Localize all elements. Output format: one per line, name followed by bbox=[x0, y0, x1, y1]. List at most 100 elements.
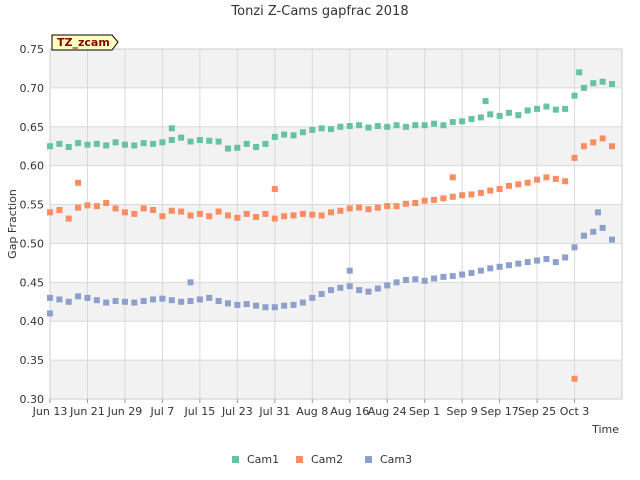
data-point[interactable] bbox=[552, 106, 559, 113]
data-point[interactable] bbox=[234, 301, 241, 308]
data-point[interactable] bbox=[299, 129, 306, 136]
data-point[interactable] bbox=[159, 139, 166, 146]
data-point[interactable] bbox=[590, 139, 597, 146]
data-point[interactable] bbox=[393, 279, 400, 286]
data-point[interactable] bbox=[131, 142, 138, 149]
data-point[interactable] bbox=[487, 265, 494, 272]
data-point[interactable] bbox=[93, 203, 100, 210]
data-point[interactable] bbox=[271, 304, 278, 311]
data-point[interactable] bbox=[47, 310, 53, 317]
data-point[interactable] bbox=[477, 267, 484, 274]
data-point[interactable] bbox=[562, 105, 569, 112]
data-point[interactable] bbox=[449, 273, 456, 280]
data-point[interactable] bbox=[374, 123, 381, 129]
data-point[interactable] bbox=[477, 114, 484, 121]
data-point[interactable] bbox=[281, 213, 288, 220]
data-point[interactable] bbox=[477, 189, 484, 196]
data-point[interactable] bbox=[224, 212, 231, 219]
data-point[interactable] bbox=[346, 123, 353, 129]
data-point[interactable] bbox=[243, 140, 250, 147]
data-point[interactable] bbox=[131, 299, 138, 306]
data-point[interactable] bbox=[140, 140, 147, 147]
data-point[interactable] bbox=[253, 214, 260, 220]
data-point[interactable] bbox=[271, 133, 278, 140]
data-point[interactable] bbox=[75, 179, 82, 186]
data-point[interactable] bbox=[599, 224, 606, 231]
data-point[interactable] bbox=[431, 196, 438, 203]
data-point[interactable] bbox=[187, 212, 194, 219]
legend-item-cam1[interactable]: Cam1 bbox=[232, 453, 279, 466]
data-point[interactable] bbox=[234, 144, 241, 151]
data-point[interactable] bbox=[271, 215, 278, 222]
data-point[interactable] bbox=[496, 112, 503, 119]
data-point[interactable] bbox=[318, 291, 325, 297]
data-point[interactable] bbox=[576, 69, 583, 76]
data-point[interactable] bbox=[47, 294, 53, 301]
data-point[interactable] bbox=[524, 259, 531, 266]
data-point[interactable] bbox=[412, 276, 419, 283]
data-point[interactable] bbox=[459, 192, 466, 199]
data-point[interactable] bbox=[150, 207, 157, 213]
data-point[interactable] bbox=[56, 207, 63, 213]
data-point[interactable] bbox=[590, 228, 597, 235]
data-point[interactable] bbox=[103, 299, 110, 306]
data-point[interactable] bbox=[496, 186, 503, 192]
data-point[interactable] bbox=[571, 154, 578, 161]
data-point[interactable] bbox=[299, 210, 306, 217]
data-point[interactable] bbox=[543, 256, 550, 262]
data-point[interactable] bbox=[609, 143, 615, 150]
data-point[interactable] bbox=[487, 187, 494, 194]
data-point[interactable] bbox=[224, 145, 231, 152]
data-point[interactable] bbox=[290, 212, 297, 219]
data-point[interactable] bbox=[431, 275, 438, 282]
data-point[interactable] bbox=[206, 137, 213, 144]
data-point[interactable] bbox=[505, 109, 512, 116]
data-point[interactable] bbox=[318, 212, 325, 219]
data-point[interactable] bbox=[552, 175, 559, 182]
data-point[interactable] bbox=[196, 137, 203, 143]
data-point[interactable] bbox=[281, 131, 288, 138]
data-point[interactable] bbox=[599, 78, 606, 85]
data-point[interactable] bbox=[103, 200, 110, 206]
data-point[interactable] bbox=[112, 298, 119, 304]
data-point[interactable] bbox=[93, 297, 100, 304]
data-point[interactable] bbox=[75, 140, 82, 147]
data-point[interactable] bbox=[168, 137, 175, 143]
data-point[interactable] bbox=[449, 174, 456, 181]
data-point[interactable] bbox=[421, 277, 428, 284]
data-point[interactable] bbox=[487, 111, 494, 118]
data-point[interactable] bbox=[421, 122, 428, 129]
data-point[interactable] bbox=[253, 144, 260, 150]
data-point[interactable] bbox=[224, 300, 231, 307]
data-point[interactable] bbox=[412, 122, 419, 129]
data-point[interactable] bbox=[571, 244, 578, 251]
data-point[interactable] bbox=[262, 304, 269, 311]
data-point[interactable] bbox=[459, 271, 466, 278]
data-point[interactable] bbox=[505, 262, 512, 269]
data-point[interactable] bbox=[562, 178, 569, 185]
data-point[interactable] bbox=[449, 119, 456, 126]
data-point[interactable] bbox=[150, 296, 157, 303]
data-point[interactable] bbox=[580, 84, 587, 91]
data-point[interactable] bbox=[328, 126, 334, 133]
data-point[interactable] bbox=[196, 296, 203, 303]
data-point[interactable] bbox=[402, 200, 409, 207]
data-point[interactable] bbox=[543, 174, 550, 181]
data-point[interactable] bbox=[290, 132, 297, 139]
data-point[interactable] bbox=[534, 257, 541, 264]
data-point[interactable] bbox=[318, 125, 325, 132]
data-point[interactable] bbox=[281, 302, 288, 309]
data-point[interactable] bbox=[299, 299, 306, 306]
data-point[interactable] bbox=[609, 236, 615, 243]
data-point[interactable] bbox=[393, 122, 400, 129]
data-point[interactable] bbox=[384, 123, 391, 130]
data-point[interactable] bbox=[112, 205, 119, 212]
data-point[interactable] bbox=[524, 179, 531, 186]
data-point[interactable] bbox=[599, 135, 606, 142]
data-point[interactable] bbox=[215, 298, 222, 304]
data-point[interactable] bbox=[356, 204, 363, 211]
data-point[interactable] bbox=[56, 296, 63, 303]
data-point[interactable] bbox=[168, 125, 175, 132]
data-point[interactable] bbox=[271, 186, 278, 192]
data-point[interactable] bbox=[346, 267, 353, 274]
